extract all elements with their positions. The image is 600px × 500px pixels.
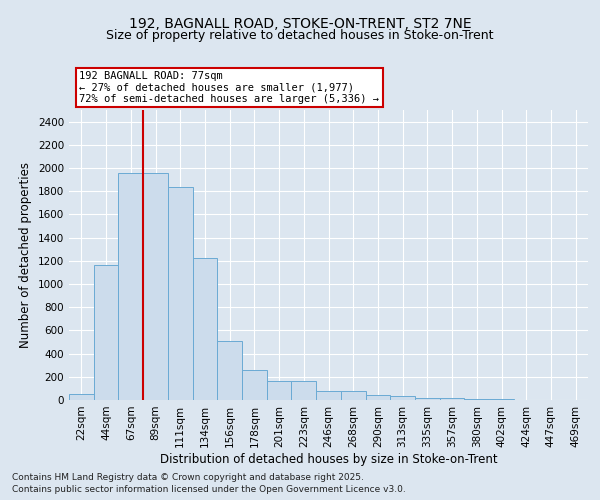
Text: Contains public sector information licensed under the Open Government Licence v3: Contains public sector information licen… <box>12 485 406 494</box>
Bar <box>464 399 489 400</box>
Bar <box>292 381 316 400</box>
Bar <box>217 341 242 400</box>
Text: 192 BAGNALL ROAD: 77sqm
← 27% of detached houses are smaller (1,977)
72% of semi: 192 BAGNALL ROAD: 77sqm ← 27% of detache… <box>79 71 379 104</box>
Text: Size of property relative to detached houses in Stoke-on-Trent: Size of property relative to detached ho… <box>106 29 494 42</box>
Bar <box>365 396 390 400</box>
Bar <box>143 172 168 400</box>
Bar <box>193 258 217 400</box>
Bar <box>168 186 193 400</box>
Bar <box>440 398 464 400</box>
Bar <box>316 390 341 400</box>
Bar <box>69 394 94 400</box>
Y-axis label: Number of detached properties: Number of detached properties <box>19 162 32 348</box>
Bar <box>341 390 365 400</box>
X-axis label: Distribution of detached houses by size in Stoke-on-Trent: Distribution of detached houses by size … <box>160 452 497 466</box>
Bar <box>390 396 415 400</box>
Text: Contains HM Land Registry data © Crown copyright and database right 2025.: Contains HM Land Registry data © Crown c… <box>12 472 364 482</box>
Bar <box>267 381 292 400</box>
Bar <box>415 398 440 400</box>
Bar <box>118 172 143 400</box>
Bar <box>242 370 267 400</box>
Bar <box>94 266 118 400</box>
Text: 192, BAGNALL ROAD, STOKE-ON-TRENT, ST2 7NE: 192, BAGNALL ROAD, STOKE-ON-TRENT, ST2 7… <box>128 18 472 32</box>
